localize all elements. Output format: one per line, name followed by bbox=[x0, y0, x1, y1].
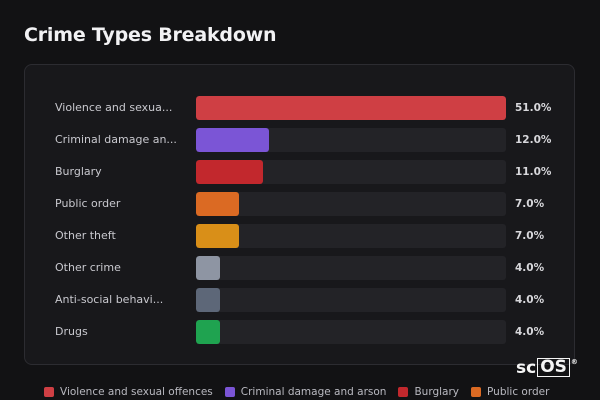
bar[interactable] bbox=[196, 320, 220, 344]
bar-track bbox=[196, 224, 506, 248]
logo-text-sc: sc bbox=[516, 358, 537, 378]
bar[interactable] bbox=[196, 160, 263, 184]
category-label: Other crime bbox=[55, 261, 121, 274]
bar-row: Other crime 4.0% bbox=[25, 256, 574, 280]
legend-swatch bbox=[44, 387, 54, 397]
category-label: Burglary bbox=[55, 165, 102, 178]
bar-track bbox=[196, 288, 506, 312]
chart-panel: Violence and sexua... 51.0% Criminal damag… bbox=[24, 64, 575, 365]
legend-swatch bbox=[471, 387, 482, 397]
registered-mark: ® bbox=[570, 358, 578, 366]
value-label: 4.0% bbox=[515, 262, 545, 274]
legend-item[interactable]: Criminal damage and arson bbox=[224, 386, 387, 398]
chart-legend: Violence and sexual offences Criminal dam… bbox=[44, 386, 549, 398]
bar-row: Violence and sexua... 51.0% bbox=[25, 96, 574, 120]
legend-item[interactable]: Burglary bbox=[398, 386, 459, 398]
category-label: Drugs bbox=[55, 325, 88, 338]
bar[interactable] bbox=[196, 224, 239, 248]
bar-track bbox=[196, 192, 506, 216]
bar[interactable] bbox=[196, 256, 220, 280]
scos-logo: sc OS ® bbox=[516, 358, 578, 378]
value-label: 51.0% bbox=[515, 102, 552, 114]
chart-title: Crime Types Breakdown bbox=[24, 24, 277, 46]
bar-row: Public order 7.0% bbox=[25, 192, 574, 216]
legend-label: Violence and sexual offences bbox=[60, 386, 213, 398]
bar-track bbox=[196, 96, 506, 120]
bar-track bbox=[196, 320, 506, 344]
bar-track bbox=[196, 128, 506, 152]
category-label: Violence and sexua... bbox=[55, 101, 173, 114]
bar-row: Burglary 11.0% bbox=[25, 160, 574, 184]
bar[interactable] bbox=[196, 128, 269, 152]
bar-row: Anti-social behavi... 4.0% bbox=[25, 288, 574, 312]
bar[interactable] bbox=[196, 192, 239, 216]
category-label: Anti-social behavi... bbox=[55, 293, 164, 306]
legend-item[interactable]: Violence and sexual offences bbox=[44, 386, 213, 398]
legend-swatch bbox=[224, 387, 235, 397]
value-label: 7.0% bbox=[515, 198, 545, 210]
category-label: Criminal damage an... bbox=[55, 133, 177, 146]
value-label: 12.0% bbox=[515, 134, 552, 146]
bar-row: Drugs 4.0% bbox=[25, 320, 574, 344]
bar-track bbox=[196, 256, 506, 280]
value-label: 7.0% bbox=[515, 230, 545, 242]
category-label: Other theft bbox=[55, 229, 116, 242]
bar-track bbox=[196, 160, 506, 184]
bar[interactable] bbox=[196, 96, 506, 120]
legend-label: Burglary bbox=[414, 386, 460, 398]
category-label: Public order bbox=[55, 197, 121, 210]
legend-swatch bbox=[398, 387, 409, 397]
legend-item[interactable]: Public order bbox=[471, 386, 549, 398]
bar-row: Criminal damage an... 12.0% bbox=[25, 128, 574, 152]
legend-label: Criminal damage and arson bbox=[240, 386, 387, 398]
value-label: 4.0% bbox=[515, 326, 545, 338]
value-label: 4.0% bbox=[515, 294, 545, 306]
bar-row: Other theft 7.0% bbox=[25, 224, 574, 248]
value-label: 11.0% bbox=[515, 166, 552, 178]
bar[interactable] bbox=[196, 288, 220, 312]
logo-text-os: OS bbox=[537, 358, 570, 377]
legend-label: Public order bbox=[487, 386, 550, 398]
